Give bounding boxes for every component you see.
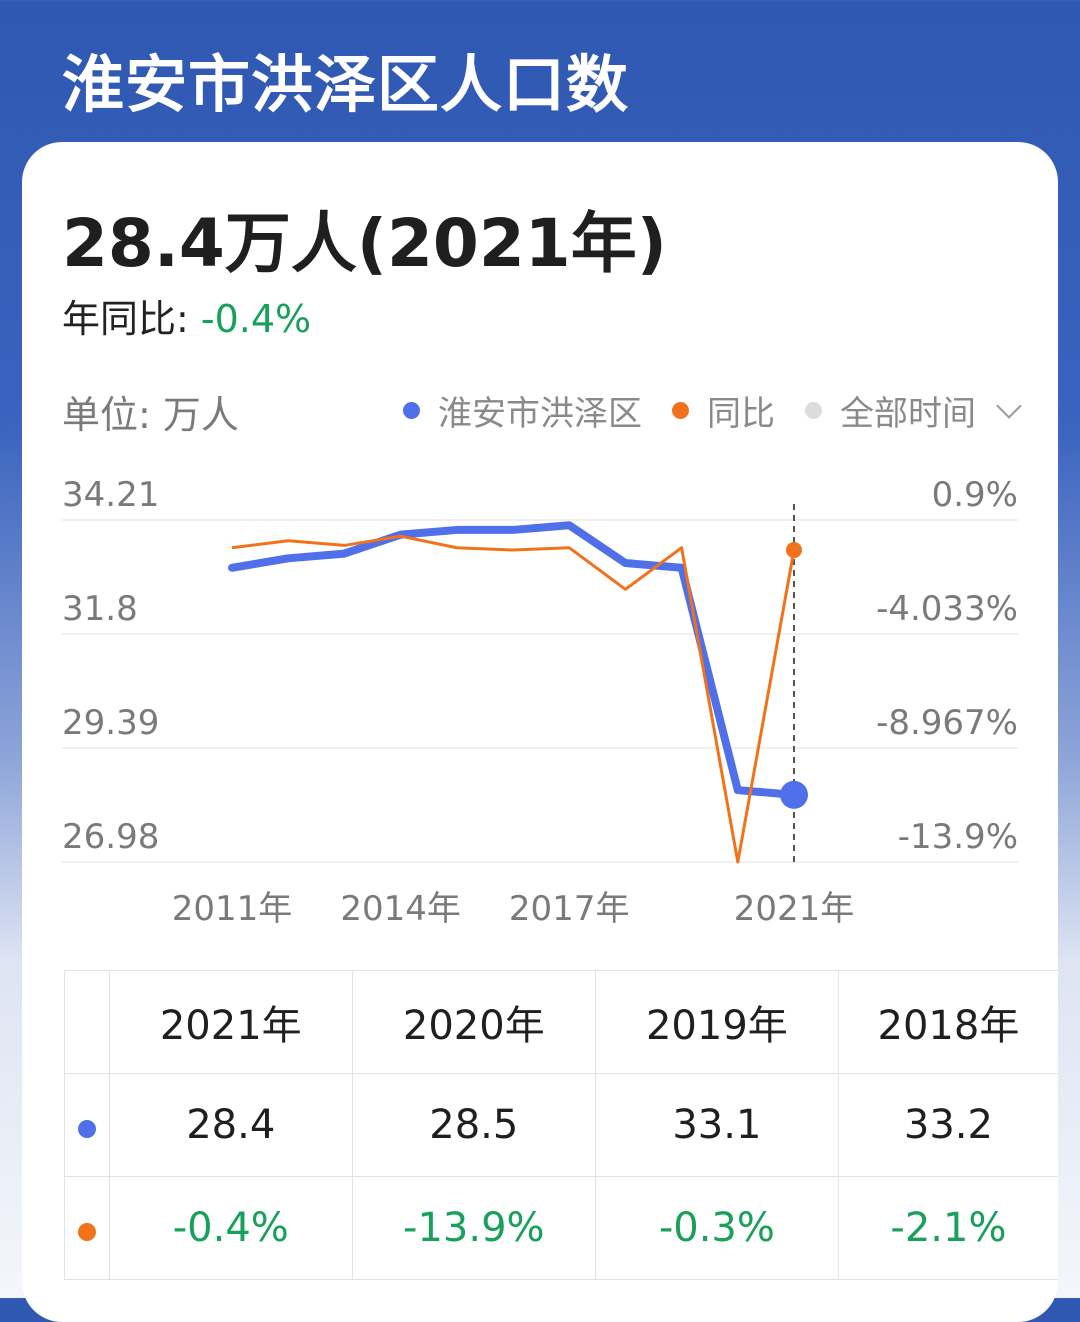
chart-legend: 淮安市洪泽区 同比 全部时间: [373, 386, 1022, 435]
time-range-dropdown[interactable]: 全部时间: [805, 386, 1022, 435]
time-range-label: 全部时间: [840, 394, 976, 434]
table-header-year: 2018年: [837, 970, 1058, 1074]
legend-dot-grey: [805, 402, 822, 419]
x-tick-label: 2011年: [172, 889, 293, 929]
table-cell-yoy: -13.9%: [351, 1176, 596, 1280]
legend-dot-orange: [672, 402, 689, 419]
y-right-tick-label: -4.033%: [876, 589, 1018, 629]
orange-dot-icon: [77, 1223, 96, 1241]
series-line-yoy: [231, 534, 796, 864]
legend-label-yoy: 同比: [707, 394, 775, 434]
y-right-tick-label: -13.9%: [898, 817, 1018, 857]
row-marker-blue: [64, 1073, 110, 1177]
y-left-tick-label: 29.39: [62, 703, 159, 743]
table-cell-population: 33.2: [837, 1073, 1058, 1177]
table-header-year: 2020年: [351, 970, 596, 1074]
highlight-point-population: [780, 780, 808, 809]
blue-dot-icon: [77, 1120, 96, 1138]
stats-card: 28.4万人(2021年) 年同比: -0.4% 单位: 万人 淮安市洪泽区 同…: [22, 142, 1058, 1322]
page-title: 淮安市洪泽区人口数: [62, 48, 630, 121]
legend-item-population[interactable]: 淮安市洪泽区: [403, 386, 642, 435]
table-row-population: 28.4 28.5 33.1 33.2: [64, 1073, 1058, 1177]
data-table: 2021年 2020年 2019年 2018年 28.4 28.5 33.1 3…: [64, 970, 1058, 1280]
table-cell-yoy: -2.1%: [837, 1176, 1058, 1280]
table-cell-population: 28.4: [108, 1073, 353, 1177]
legend-dot-blue: [403, 402, 420, 419]
highlight-point-yoy: [786, 542, 802, 559]
table-cell-yoy: -0.3%: [594, 1176, 839, 1280]
y-left-tick-label: 26.98: [62, 817, 159, 857]
y-right-tick-label: -8.967%: [876, 703, 1018, 743]
yoy-value: -0.4%: [200, 297, 312, 341]
table-header-year: 2019年: [594, 970, 839, 1074]
legend-item-yoy[interactable]: 同比: [672, 386, 775, 435]
table-cell-population: 28.5: [351, 1073, 596, 1177]
x-tick-label: 2021年: [734, 889, 855, 929]
yoy-row: 年同比: -0.4%: [62, 288, 311, 343]
y-left-tick-label: 31.8: [62, 589, 138, 629]
row-marker-orange: [64, 1176, 110, 1280]
table-header-row: 2021年 2020年 2019年 2018年: [64, 970, 1058, 1074]
table-cell-population: 33.1: [594, 1073, 839, 1177]
y-right-tick-label: 0.9%: [932, 475, 1018, 515]
y-left-tick-label: 34.21: [62, 475, 159, 515]
yoy-label: 年同比:: [62, 297, 189, 341]
headline-value: 28.4万人(2021年): [62, 205, 667, 282]
x-tick-label: 2014年: [340, 889, 461, 929]
x-tick-label: 2017年: [509, 889, 630, 929]
series-line-population: [228, 521, 798, 799]
table-corner-cell: [64, 970, 110, 1074]
table-row-yoy: -0.4% -13.9% -0.3% -2.1%: [64, 1176, 1058, 1280]
table-header-year: 2021年: [108, 970, 353, 1074]
unit-label: 单位: 万人: [62, 393, 239, 437]
table-cell-yoy: -0.4%: [108, 1176, 353, 1280]
legend-label-population: 淮安市洪泽区: [438, 394, 642, 434]
population-line-chart: 34.21 0.9% 31.8 -4.033% 29.39 -8.967% 26.98 -13…: [62, 475, 1018, 929]
